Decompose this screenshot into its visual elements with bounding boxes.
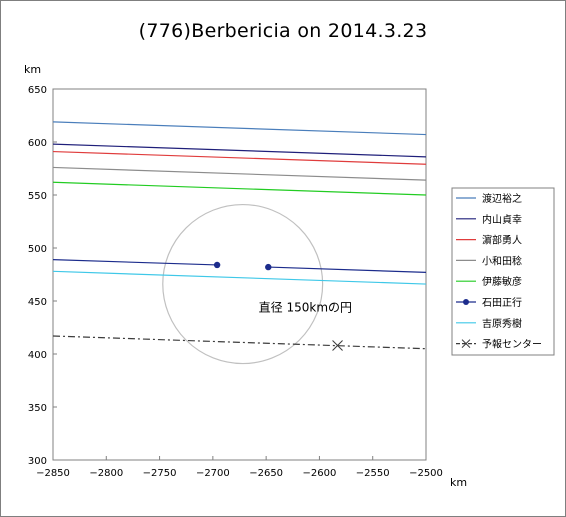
series-line bbox=[53, 181, 426, 196]
legend-label: 濵部勇人 bbox=[482, 234, 522, 247]
legend-label: 吉原秀樹 bbox=[482, 317, 522, 330]
legend-marker bbox=[463, 299, 469, 305]
legend-item: 小和田稔 bbox=[456, 254, 522, 267]
y-tick-label: 650 bbox=[28, 85, 47, 96]
plot-area bbox=[52, 88, 427, 461]
x-tick-label: −2500 bbox=[409, 468, 443, 479]
legend-label: 渡辺裕之 bbox=[482, 192, 522, 205]
y-tick-label: 400 bbox=[28, 350, 47, 361]
x-tick-label: −2550 bbox=[356, 468, 390, 479]
legend-label: 石田正行 bbox=[482, 296, 522, 309]
event-point bbox=[265, 263, 272, 271]
legend-item: 内山貞幸 bbox=[456, 213, 522, 226]
x-tick-label: −2750 bbox=[143, 468, 177, 479]
legend-item: 伊藤敏彦 bbox=[456, 275, 522, 288]
y-tick-label: 450 bbox=[28, 297, 47, 308]
y-tick-label: 600 bbox=[28, 138, 47, 149]
series-line bbox=[53, 121, 426, 136]
series-line bbox=[268, 266, 426, 273]
x-axis-label: km bbox=[450, 476, 467, 489]
series-line bbox=[53, 150, 426, 165]
series-line bbox=[53, 166, 426, 181]
circle-label: 直径 150kmの円 bbox=[259, 301, 352, 315]
chart-title: (776)Berbericia on 2014.3.23 bbox=[138, 20, 428, 42]
legend-label: 予報センター bbox=[482, 339, 542, 351]
event-point bbox=[213, 261, 221, 269]
legend-label: 小和田稔 bbox=[482, 254, 522, 267]
x-tick-label: −2800 bbox=[89, 468, 123, 479]
legend-label: 伊藤敏彦 bbox=[482, 275, 522, 288]
series-line bbox=[53, 335, 426, 350]
legend-item: 濵部勇人 bbox=[456, 234, 522, 247]
y-tick-label: 550 bbox=[28, 191, 47, 202]
y-tick-label: 300 bbox=[28, 456, 47, 467]
x-tick-label: −2850 bbox=[36, 468, 70, 479]
y-tick-label: 350 bbox=[28, 403, 47, 414]
legend-item: 予報センター bbox=[456, 339, 542, 351]
series-line bbox=[53, 270, 426, 285]
x-tick-label: −2600 bbox=[303, 468, 337, 479]
prediction-center-marker bbox=[332, 340, 343, 351]
y-axis-label: km bbox=[24, 63, 41, 76]
y-tick-label: 500 bbox=[28, 244, 47, 255]
legend-label: 内山貞幸 bbox=[482, 213, 522, 226]
reference-circle bbox=[162, 203, 324, 365]
legend-box bbox=[451, 187, 555, 356]
legend-item: 渡辺裕之 bbox=[456, 192, 522, 205]
series-line bbox=[53, 259, 218, 266]
legend-item: 吉原秀樹 bbox=[456, 317, 522, 330]
series-line bbox=[53, 143, 426, 158]
legend-item: 石田正行 bbox=[456, 296, 522, 309]
x-tick-label: −2700 bbox=[196, 468, 230, 479]
x-tick-label: −2650 bbox=[249, 468, 283, 479]
